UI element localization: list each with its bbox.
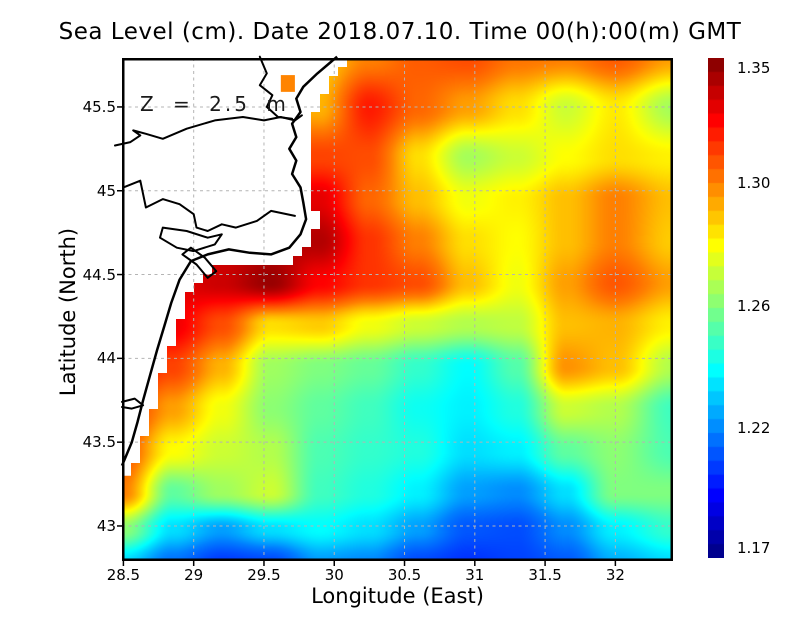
lagoon-lake — [159, 226, 223, 253]
lagoon-lake — [181, 246, 218, 279]
colorbar-tick-label: 1.30 — [737, 174, 771, 192]
plot-frame — [122, 58, 673, 561]
y-tick-label: 43 — [96, 516, 116, 535]
colorbar-tick-label: 1.26 — [737, 297, 771, 315]
y-tick-label: 45 — [96, 181, 116, 200]
colorbar-tick-label: 1.35 — [737, 59, 771, 77]
y-axis-label: Latitude (North) — [56, 227, 80, 397]
x-tick-label: 29 — [184, 566, 204, 584]
x-axis-label: Longitude (East) — [311, 584, 484, 608]
y-tick-label: 44.5 — [82, 265, 116, 284]
x-tick-label: 30 — [324, 566, 344, 584]
colorbar — [708, 58, 724, 558]
land-mask — [122, 58, 347, 476]
x-tick-label: 28.5 — [106, 566, 141, 584]
lagoon-channel — [258, 55, 294, 120]
x-tick-label: 31.5 — [528, 566, 562, 584]
x-tick-label: 31 — [465, 566, 485, 584]
colorbar-tick-label: 1.17 — [737, 539, 771, 557]
y-tick-label: 45.5 — [82, 97, 116, 116]
colorbar-tick-label: 1.22 — [737, 419, 771, 437]
y-tick-label: 44 — [96, 349, 116, 368]
x-tick-label: 29.5 — [247, 566, 281, 584]
plot-area — [114, 55, 673, 566]
y-tick-label: 43.5 — [82, 433, 116, 452]
x-tick-label: 30.5 — [387, 566, 422, 584]
coastline — [120, 55, 338, 467]
x-tick-label: 32 — [605, 566, 625, 584]
danube-south-branch — [122, 179, 296, 232]
depth-annotation: Z = 2.5 m — [140, 92, 289, 116]
lagoon-water-cell — [280, 75, 295, 92]
map-overlay — [114, 55, 673, 566]
chart-title: Sea Level (cm). Date 2018.07.10. Time 00… — [58, 19, 742, 45]
